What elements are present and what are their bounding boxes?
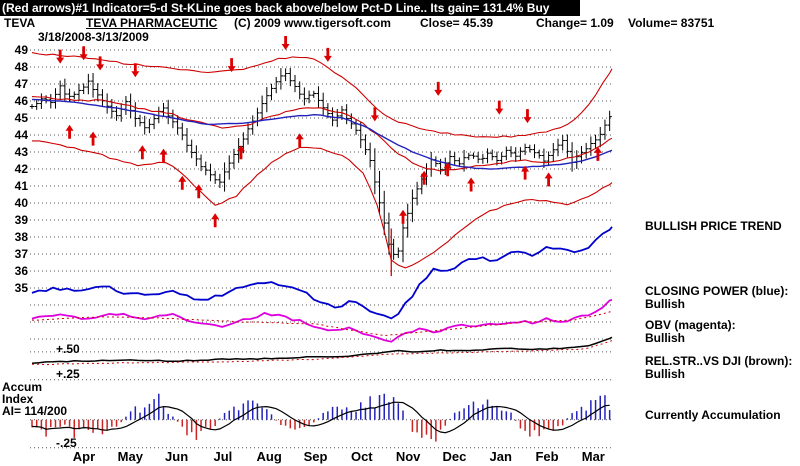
closing-power-status: Bullish (645, 297, 686, 311)
svg-text:36: 36 (15, 264, 29, 278)
svg-text:Jul: Jul (214, 449, 233, 464)
rel-str-status: Bullish (645, 367, 686, 381)
svg-text:Jun: Jun (165, 449, 188, 464)
copyright-text: (C) 2009 www.tigersoft.com (234, 16, 391, 30)
svg-text:Sep: Sep (304, 449, 328, 464)
date-range: 3/18/2008-3/13/2009 (38, 30, 149, 44)
close-value: Close= 45.39 (420, 16, 494, 30)
svg-text:47: 47 (15, 77, 29, 91)
svg-text:Nov: Nov (396, 449, 421, 464)
svg-text:46: 46 (15, 94, 29, 108)
svg-text:41: 41 (15, 179, 29, 193)
svg-text:48: 48 (15, 60, 29, 74)
obv-label: OBV (magenta): (645, 318, 736, 332)
obv-status: Bullish (645, 331, 686, 345)
svg-text:43: 43 (15, 145, 29, 159)
svg-text:35: 35 (15, 281, 29, 295)
minus25-label: -.25 (56, 436, 77, 450)
svg-text:Feb: Feb (535, 449, 558, 464)
change-value: Change= 1.09 (536, 16, 614, 30)
ticker-symbol: TEVA (4, 16, 36, 30)
closing-power-label: CLOSING POWER (blue): (645, 284, 789, 298)
company-name: TEVA PHARMACEUTIC (86, 16, 218, 30)
svg-text:49: 49 (15, 43, 29, 57)
svg-text:Oct: Oct (351, 449, 373, 464)
accumulation-status: Currently Accumulation (645, 408, 781, 422)
plus50-label: +.50 (56, 342, 80, 356)
svg-text:39: 39 (15, 213, 29, 227)
rel-str-label: REL.STR..VS DJI (brown): (645, 354, 793, 368)
svg-text:38: 38 (15, 230, 29, 244)
indicator-banner: (Red arrows)#1 Indicator=5-d St-KLine go… (0, 0, 580, 16)
svg-text:Dec: Dec (442, 449, 466, 464)
svg-text:37: 37 (15, 247, 29, 261)
svg-text:40: 40 (15, 196, 29, 210)
trend-label: BULLISH PRICE TREND (645, 219, 782, 233)
svg-text:May: May (118, 449, 144, 464)
accum-label: Accum (2, 380, 43, 394)
svg-text:42: 42 (15, 162, 29, 176)
svg-text:45: 45 (15, 111, 29, 125)
svg-text:44: 44 (15, 128, 29, 142)
volume-value: Volume= 83751 (628, 16, 715, 30)
svg-text:Mar: Mar (582, 449, 605, 464)
svg-text:Aug: Aug (257, 449, 282, 464)
svg-text:Apr: Apr (73, 449, 95, 464)
svg-text:Jan: Jan (489, 449, 511, 464)
index-label: Index (2, 392, 34, 406)
indicator-description: (Red arrows)#1 Indicator=5-d St-KLine go… (2, 1, 550, 15)
plus25-label: +.25 (56, 367, 80, 381)
ai-value: AI= 114/200 (2, 404, 68, 418)
